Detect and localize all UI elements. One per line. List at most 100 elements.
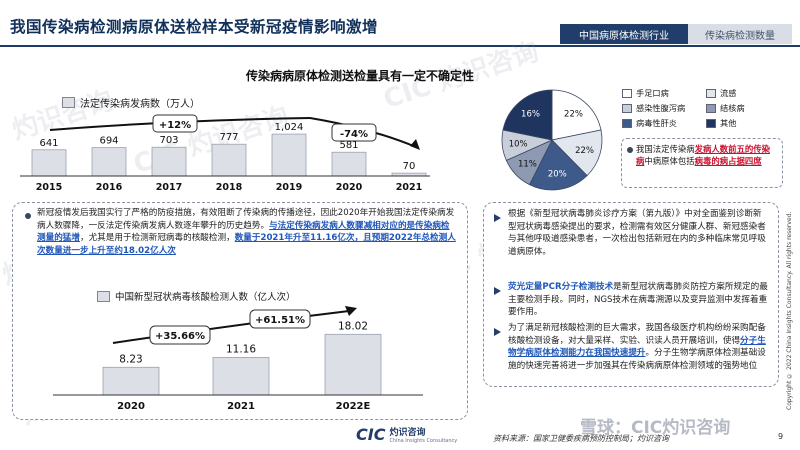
bar-value-label: 641 (39, 138, 58, 149)
header-divider (0, 45, 800, 47)
copyright-text: Copyright © 2022 China Insights Consulta… (786, 211, 793, 410)
pie-slice-label: 20% (548, 170, 567, 180)
bar-value-label: 1,024 (275, 122, 304, 133)
pie-legend-item: 病毒性肝炎 (622, 117, 677, 129)
legend-swatch (622, 88, 632, 98)
note-text: 我国法定传染病 (636, 144, 695, 154)
pie-legend-item: 手足口病 (622, 87, 669, 99)
legend-swatch (97, 290, 110, 302)
top-chart-legend: 法定传染病发病数（万人） (62, 95, 200, 110)
tab-detection-count[interactable]: 传染病检测数量 (688, 24, 792, 44)
detection-tech-panel: 根据《新型冠状病毒肺炎诊疗方案（第九版）》中对全面鉴别诊断新型冠状病毒感染提出的… (483, 202, 779, 387)
bar (324, 333, 382, 396)
tab-industry[interactable]: 中国病原体检测行业 (560, 24, 688, 44)
x-tick-label: 2017 (156, 182, 182, 193)
bullet-highlight: 数量于2021年升至11.16亿次，且预期2022年总检测人次数量进一步上升至约… (37, 233, 456, 256)
bar-value-label: 11.16 (226, 343, 256, 355)
trend-line (112, 310, 350, 344)
bar-value-label: 18.02 (338, 320, 368, 332)
legend-label: 结核病 (720, 103, 745, 113)
bullet-highlight: 荧光定量PCR分子检测技术 (508, 282, 614, 292)
right-bullet-3: 为了满足新冠核酸检测的巨大需求，我国各级医疗机构纷纷采购配备核酸检测设备，对大量… (508, 322, 770, 372)
growth-label: -74% (340, 129, 368, 140)
bar (31, 149, 67, 177)
header: 我国传染病检测病原体送检样本受新冠疫情影响激增 中国病原体检测行业 传染病检测数… (0, 0, 800, 50)
pie-legend-item: 感染性腹泻病 (622, 102, 685, 114)
legend-swatch (706, 88, 716, 98)
bar-value-label: 703 (159, 135, 178, 146)
page-title: 我国传染病检测病原体送检样本受新冠疫情影响激增 (10, 18, 379, 36)
logo-en: China Insights Consultancy (389, 438, 458, 444)
logo-cn: 灼识咨询 (389, 428, 426, 438)
arrow-head-icon (345, 306, 357, 316)
bullet-highlight: 分子生物学病原体检测能力在我国快速提升 (508, 335, 766, 359)
bullet-dot (25, 213, 31, 219)
bullet-arrow-icon (494, 214, 501, 222)
legend-label: 法定传染病发病数（万人） (80, 99, 200, 110)
pie-slice (502, 89, 553, 141)
pie-slice (528, 139, 588, 191)
pie-slice-label: 22% (575, 146, 594, 156)
bullet-highlight: 与法定传染病发病人数骤减相对应的是传染病检测量的猛增 (37, 220, 450, 244)
legend-swatch (706, 118, 716, 128)
x-tick-label: 2015 (36, 182, 62, 193)
overlay-watermark: 雪球：CIC灼识咨询 (580, 418, 731, 438)
legend-label: 中国新型冠状病毒核酸检测人数（亿人次） (115, 292, 296, 303)
legend-swatch (62, 97, 75, 108)
growth-label: +35.66% (155, 331, 205, 342)
nucleic-acid-panel: 新冠疫情发后我国实行了严格的防疫措施，有效阻断了传染病的传播途径，因此2020年… (12, 202, 468, 420)
disease-pie-chart: 22% 22% 20% 11% 10% 16% (501, 89, 603, 191)
bar-value-label: 581 (339, 140, 358, 151)
x-tick-label: 2019 (276, 182, 302, 193)
bar (212, 357, 270, 396)
bar-value-label: 694 (99, 136, 118, 147)
bar (91, 147, 127, 177)
pie-slice-label: 22% (564, 110, 583, 120)
bullet-dot (627, 147, 633, 153)
x-tick-label: 2021 (396, 182, 422, 193)
growth-badge (249, 309, 311, 329)
right-bullet-1: 根据《新型冠状病毒肺炎诊疗方案（第九版）》中对全面鉴别诊断新型冠状病毒感染提出的… (508, 209, 766, 257)
pie-slice-label: 11% (518, 159, 537, 169)
top-chart-title: 传染病病原体检测送检量具有一定不确定性 (245, 69, 474, 83)
nucleic-chart-legend: 中国新型冠状病毒核酸检测人数（亿人次） (97, 289, 296, 303)
x-tick-label: 2022E (336, 401, 371, 412)
legend-label: 感染性腹泻病 (636, 103, 686, 113)
growth-label: +12% (159, 120, 191, 131)
nucleic-acid-bar-chart: 8.23 2020 11.16 2021 18.02 2022E +35.66% +61.51… (53, 306, 423, 412)
footer-source: 资料来源：国家卫健委疾病预防控制局；灼识咨询 (493, 434, 669, 443)
legend-label: 其他 (720, 118, 737, 128)
note-highlight: 病毒的病占据四席 (694, 156, 762, 166)
growth-badge (152, 114, 198, 133)
pie-slice (551, 129, 603, 177)
footer-logo: CIC 灼识咨询 China Insights Consultancy (356, 425, 457, 444)
bullet-plain: 。分子生物学病原体检测基础设施的快速完善将进一步加强其在传染病病原体检测领域的强… (508, 348, 766, 371)
pie-legend-item: 其他 (706, 117, 736, 129)
growth-badge (331, 123, 377, 142)
bar (271, 133, 307, 177)
legend-swatch (622, 103, 632, 113)
arrow-head-icon (410, 139, 420, 150)
note-highlight: 发病人数前五的传染病 (636, 144, 770, 166)
growth-badge (149, 325, 211, 345)
legend-label: 病毒性肝炎 (636, 118, 677, 128)
bullet-plain: ，尤其是用于检测新冠病毒的核酸检测， (79, 233, 235, 243)
bar (151, 146, 187, 177)
legend-swatch (622, 118, 632, 128)
page-number: 9 (778, 432, 784, 441)
x-tick-label: 2020 (336, 182, 363, 193)
bar (102, 366, 160, 396)
note-text: 中病原体包括 (644, 156, 695, 166)
x-tick-label: 2018 (216, 182, 243, 193)
legend-label: 手足口病 (636, 88, 669, 98)
bullet-plain: 为了满足新冠核酸检测的巨大需求，我国各级医疗机构纷纷采购配备核酸检测设备，对大量… (508, 323, 766, 346)
bullet-arrow-icon (494, 287, 501, 295)
bullet-plain: 是新型冠状病毒肺炎防控方案所规定的最主要检测手段。同时，NGS技术在病毒溯源以及… (508, 282, 768, 317)
cic-logo-icon: CIC (356, 425, 386, 444)
disease-incidence-bar-chart: 641 2015 694 2016 703 2017 777 2018 1,024 2019 581… (20, 114, 430, 193)
left-bullet-text: 新冠疫情发后我国实行了严格的防疫措施，有效阻断了传染病的传播途径，因此2020年… (37, 207, 457, 257)
bar (211, 143, 247, 177)
growth-label: +61.51% (255, 315, 305, 326)
bar-value-label: 777 (219, 132, 238, 143)
pie-note-box: 我国法定传染病发病人数前五的传染病中病原体包括病毒的病占据四席 (621, 138, 783, 188)
